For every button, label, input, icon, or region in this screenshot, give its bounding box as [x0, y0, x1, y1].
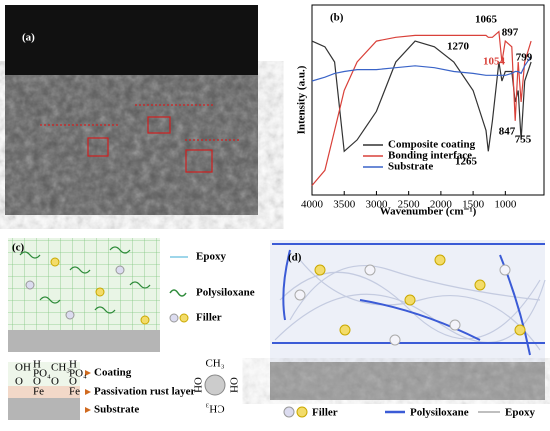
chem-label: H	[33, 359, 41, 371]
peak-label: 847	[499, 126, 516, 138]
peak-label: 1065	[475, 14, 498, 26]
peak-label: 1270	[447, 41, 470, 53]
scheme-d	[270, 240, 546, 418]
x-tick-label: 2500	[398, 199, 421, 211]
chem-label: Fe	[33, 386, 44, 398]
chem-label: H	[69, 359, 77, 371]
chem-label: O	[51, 376, 59, 388]
chem-label: OH	[227, 377, 239, 393]
layer-label: Substrate	[94, 404, 139, 416]
x-tick-label: 1500	[462, 199, 485, 211]
legend-label: Epoxy	[196, 251, 226, 263]
peak-label: 799	[516, 52, 533, 64]
chem-label: OH	[15, 362, 31, 374]
x-axis-label: Wavenumber (cm⁻¹)	[380, 206, 477, 218]
chem-label: CH₃	[51, 362, 70, 374]
legend-label: Filler	[312, 407, 338, 419]
peak-label: 1054	[483, 56, 506, 68]
panel-label: (d)	[288, 252, 302, 264]
chem-label: CH₃	[205, 358, 224, 370]
y-axis-label: Intensity (a.u.)	[296, 65, 308, 134]
chem-label: O	[33, 376, 41, 388]
ftir-chart: 4000 3500 3000 2500 2000 1500 1000 Wavenumber (…	[296, 4, 545, 218]
legend-label: Polysiloxane	[196, 287, 255, 299]
x-tick-label: 1000	[494, 199, 517, 211]
chem-label: PO₄	[33, 368, 51, 380]
scheme-c-labels: Epoxy Polysiloxane Filler Coating Passivatio…	[15, 251, 255, 416]
x-tick-label: 3000	[365, 199, 388, 211]
series-line	[311, 30, 532, 186]
panel-label: (c)	[12, 242, 25, 254]
scheme-c	[8, 238, 226, 420]
chem-label: CH₃	[205, 402, 224, 414]
peak-label: 1265	[455, 156, 478, 168]
legend-label: Bonding interface	[388, 150, 472, 162]
peak-label: 755	[515, 134, 532, 146]
legend-label: Composite coating	[388, 139, 476, 151]
chem-label: PO₄	[69, 368, 87, 380]
panel-label: (b)	[330, 12, 344, 24]
legend-label: Filler	[196, 312, 222, 324]
series-line	[311, 55, 532, 82]
peak-label: 897	[502, 27, 519, 39]
chem-label: OH	[191, 377, 203, 393]
chem-label: Fe	[69, 386, 80, 398]
panel-label: (a)	[22, 32, 35, 44]
legend-label: Polysiloxane	[410, 407, 469, 419]
plot-frame	[311, 4, 545, 196]
layer-label: Passivation rust layer	[94, 386, 196, 398]
x-tick-label: 4000	[301, 199, 324, 211]
chem-label: O	[15, 376, 23, 388]
chem-label: O	[69, 376, 77, 388]
layer-label: Coating	[94, 367, 132, 379]
sem-image	[5, 5, 258, 215]
x-tick-label: 3500	[333, 199, 356, 211]
legend-label: Substrate	[388, 161, 433, 173]
x-tick-label: 2000	[430, 199, 453, 211]
legend-label: Epoxy	[505, 407, 535, 419]
